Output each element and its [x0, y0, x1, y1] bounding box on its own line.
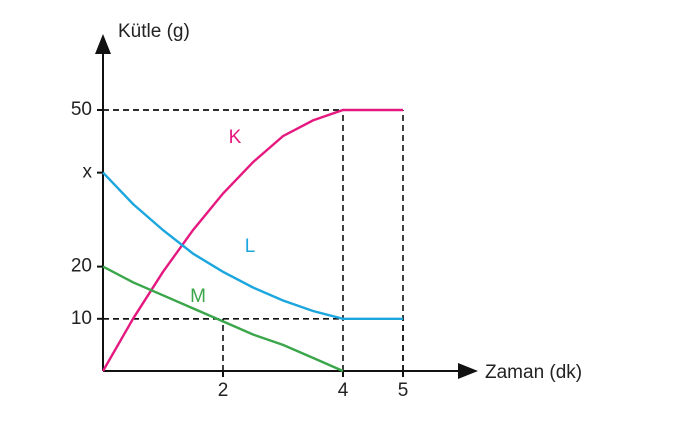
x-tick-label: 4 [338, 380, 349, 401]
x-axis-label: Zaman (dk) [485, 362, 582, 383]
series-label: M [190, 286, 206, 307]
series-line [101, 108, 403, 372]
series-line [102, 171, 403, 320]
y-tick-label: 50 [71, 99, 92, 120]
y-tick-label: x [83, 162, 93, 183]
y-tick-label: 10 [71, 308, 92, 329]
y-axis-label: Kütle (g) [118, 21, 190, 42]
series-line [102, 265, 344, 373]
series-label: L [245, 236, 256, 257]
x-tick-label: 2 [218, 380, 229, 401]
series-label: K [229, 127, 242, 148]
y-tick-label: 20 [71, 256, 92, 277]
x-tick-label: 5 [398, 380, 409, 401]
